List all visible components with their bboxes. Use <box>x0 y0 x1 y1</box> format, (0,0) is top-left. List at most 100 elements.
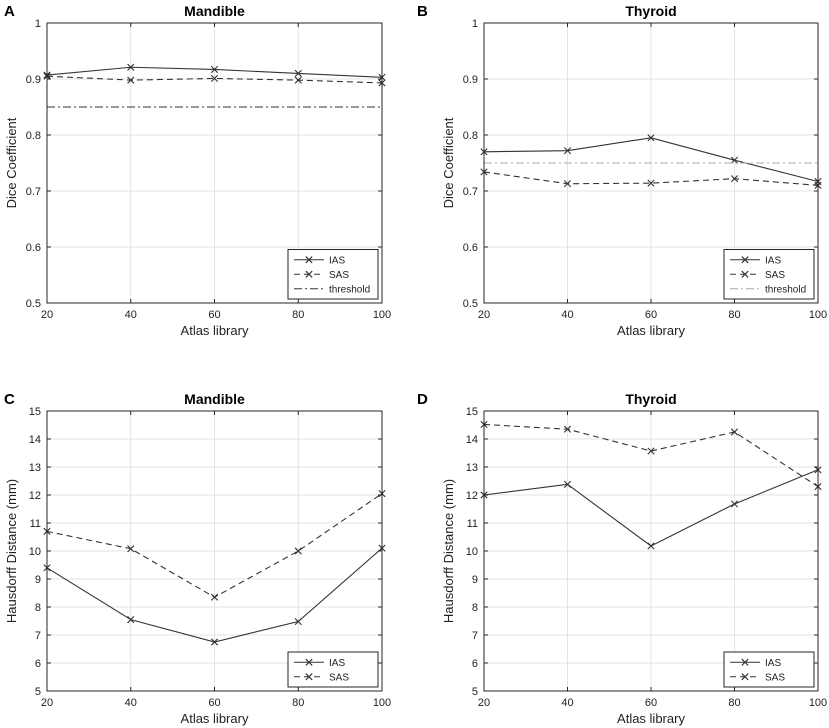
legend-marker-sas <box>741 270 749 278</box>
y-tick-label: 6 <box>35 658 41 670</box>
y-tick-label: 5 <box>35 686 41 698</box>
x-tick-label: 80 <box>292 697 304 709</box>
y-tick-label: 0.8 <box>26 130 41 142</box>
y-tick-label: 8 <box>472 602 478 614</box>
x-tick-label: 40 <box>125 697 137 709</box>
legend-marker-ias <box>741 658 749 666</box>
y-tick-label: 0.9 <box>26 74 41 86</box>
y-tick-label: 0.7 <box>26 186 41 198</box>
chart-title: Mandible <box>184 3 245 19</box>
x-axis-label: Atlas library <box>181 711 249 726</box>
data-point-sas <box>210 74 219 83</box>
y-axis-label: Hausdorff Distance (mm) <box>4 479 19 623</box>
y-tick-label: 10 <box>29 546 41 558</box>
legend-box <box>287 651 379 688</box>
x-tick-label: 80 <box>292 309 304 321</box>
legend: IAS SAS threshold <box>723 249 815 300</box>
legend-marker-sas <box>305 673 313 681</box>
y-tick-label: 14 <box>466 434 478 446</box>
x-tick-label: 60 <box>208 697 220 709</box>
y-tick-label: 13 <box>466 462 478 474</box>
y-tick-label: 7 <box>35 630 41 642</box>
y-tick-label: 1 <box>472 18 478 30</box>
data-point-sas <box>127 545 135 553</box>
chart-panel-a: 20 40 60 80 100 0.5 0.6 0.7 0.8 0.9 1 A Mandible Atla… <box>4 3 391 338</box>
data-point-sas <box>563 425 572 433</box>
panel-letter: A <box>4 3 15 20</box>
x-tick-label: 60 <box>645 697 657 709</box>
x-tick-label: 80 <box>728 697 740 709</box>
data-point-sas <box>730 428 739 436</box>
legend: IAS SAS <box>723 651 815 688</box>
chart-panel-b: 20 40 60 80 100 0.5 0.6 0.7 0.8 0.9 1 B Thyroid Atlas… <box>417 3 827 338</box>
y-tick-label: 9 <box>472 574 478 586</box>
x-tick-label: 20 <box>478 697 490 709</box>
chart-panel-c: 20 40 60 80 100 5 6 7 8 9 10 11 12 13 14 15 C Mandible Atl… <box>4 391 391 726</box>
y-tick-label: 0.6 <box>26 242 41 254</box>
y-tick-label: 10 <box>466 546 478 558</box>
x-tick-label: 100 <box>809 309 827 321</box>
y-tick-label: 14 <box>29 434 41 446</box>
x-axis-label: Atlas library <box>617 323 685 338</box>
legend-marker-ias <box>305 658 313 666</box>
y-tick-label: 0.5 <box>26 298 41 310</box>
x-tick-label: 100 <box>809 697 827 709</box>
data-point-ias <box>730 500 739 508</box>
x-tick-label: 40 <box>561 697 573 709</box>
y-tick-label: 0.9 <box>463 74 478 86</box>
x-tick-label: 80 <box>728 309 740 321</box>
x-tick-label: 40 <box>561 309 573 321</box>
x-tick-label: 20 <box>41 309 53 321</box>
data-point-ias <box>127 616 135 624</box>
y-tick-label: 15 <box>29 406 41 418</box>
data-point-sas <box>647 179 655 187</box>
y-tick-label: 1 <box>35 18 41 30</box>
chart-title: Thyroid <box>625 3 676 19</box>
legend-marker-ias <box>305 256 313 264</box>
y-tick-label: 0.5 <box>463 298 478 310</box>
legend-label-threshold: threshold <box>765 284 806 295</box>
y-tick-label: 8 <box>35 602 41 614</box>
panel-letter: D <box>417 391 428 408</box>
data-point-ias <box>294 69 302 77</box>
legend: IAS SAS threshold <box>287 249 379 300</box>
legend-label-sas: SAS <box>329 672 349 683</box>
y-tick-label: 7 <box>472 630 478 642</box>
x-tick-label: 40 <box>125 309 137 321</box>
y-axis-label: Dice Coefficient <box>441 117 456 208</box>
legend-label-ias: IAS <box>765 658 781 669</box>
x-tick-label: 20 <box>478 309 490 321</box>
y-tick-label: 9 <box>35 574 41 586</box>
data-point-ias <box>563 147 572 155</box>
y-tick-label: 11 <box>30 518 41 530</box>
legend-box <box>723 249 815 300</box>
y-tick-label: 0.8 <box>463 130 478 142</box>
x-tick-label: 100 <box>373 309 391 321</box>
legend-marker-sas <box>741 673 749 681</box>
legend-box <box>287 249 379 300</box>
legend-label-sas: SAS <box>329 270 349 281</box>
legend-marker-sas <box>305 270 313 278</box>
series-line-sas <box>46 75 383 84</box>
data-point-sas <box>294 76 302 84</box>
data-point-ias <box>294 617 302 626</box>
y-tick-label: 5 <box>472 686 478 698</box>
legend-label-ias: IAS <box>329 658 345 669</box>
legend-box <box>723 651 815 688</box>
y-tick-label: 12 <box>466 490 478 502</box>
data-point-sas <box>563 180 572 188</box>
data-point-ias <box>210 638 219 646</box>
y-tick-label: 0.6 <box>463 242 478 254</box>
x-tick-label: 20 <box>41 697 53 709</box>
data-point-ias <box>127 63 135 71</box>
chart-panel-d: 20 40 60 80 100 5 6 7 8 9 10 11 12 13 14 15 D Thyroid Atla… <box>417 391 827 726</box>
data-point-ias <box>730 156 739 164</box>
x-tick-label: 100 <box>373 697 391 709</box>
x-tick-label: 60 <box>208 309 220 321</box>
legend-marker-ias <box>741 256 749 264</box>
legend-label-ias: IAS <box>329 255 345 266</box>
y-axis-label: Hausdorff Distance (mm) <box>441 479 456 623</box>
x-axis-label: Atlas library <box>181 323 249 338</box>
data-point-ias <box>563 480 572 488</box>
